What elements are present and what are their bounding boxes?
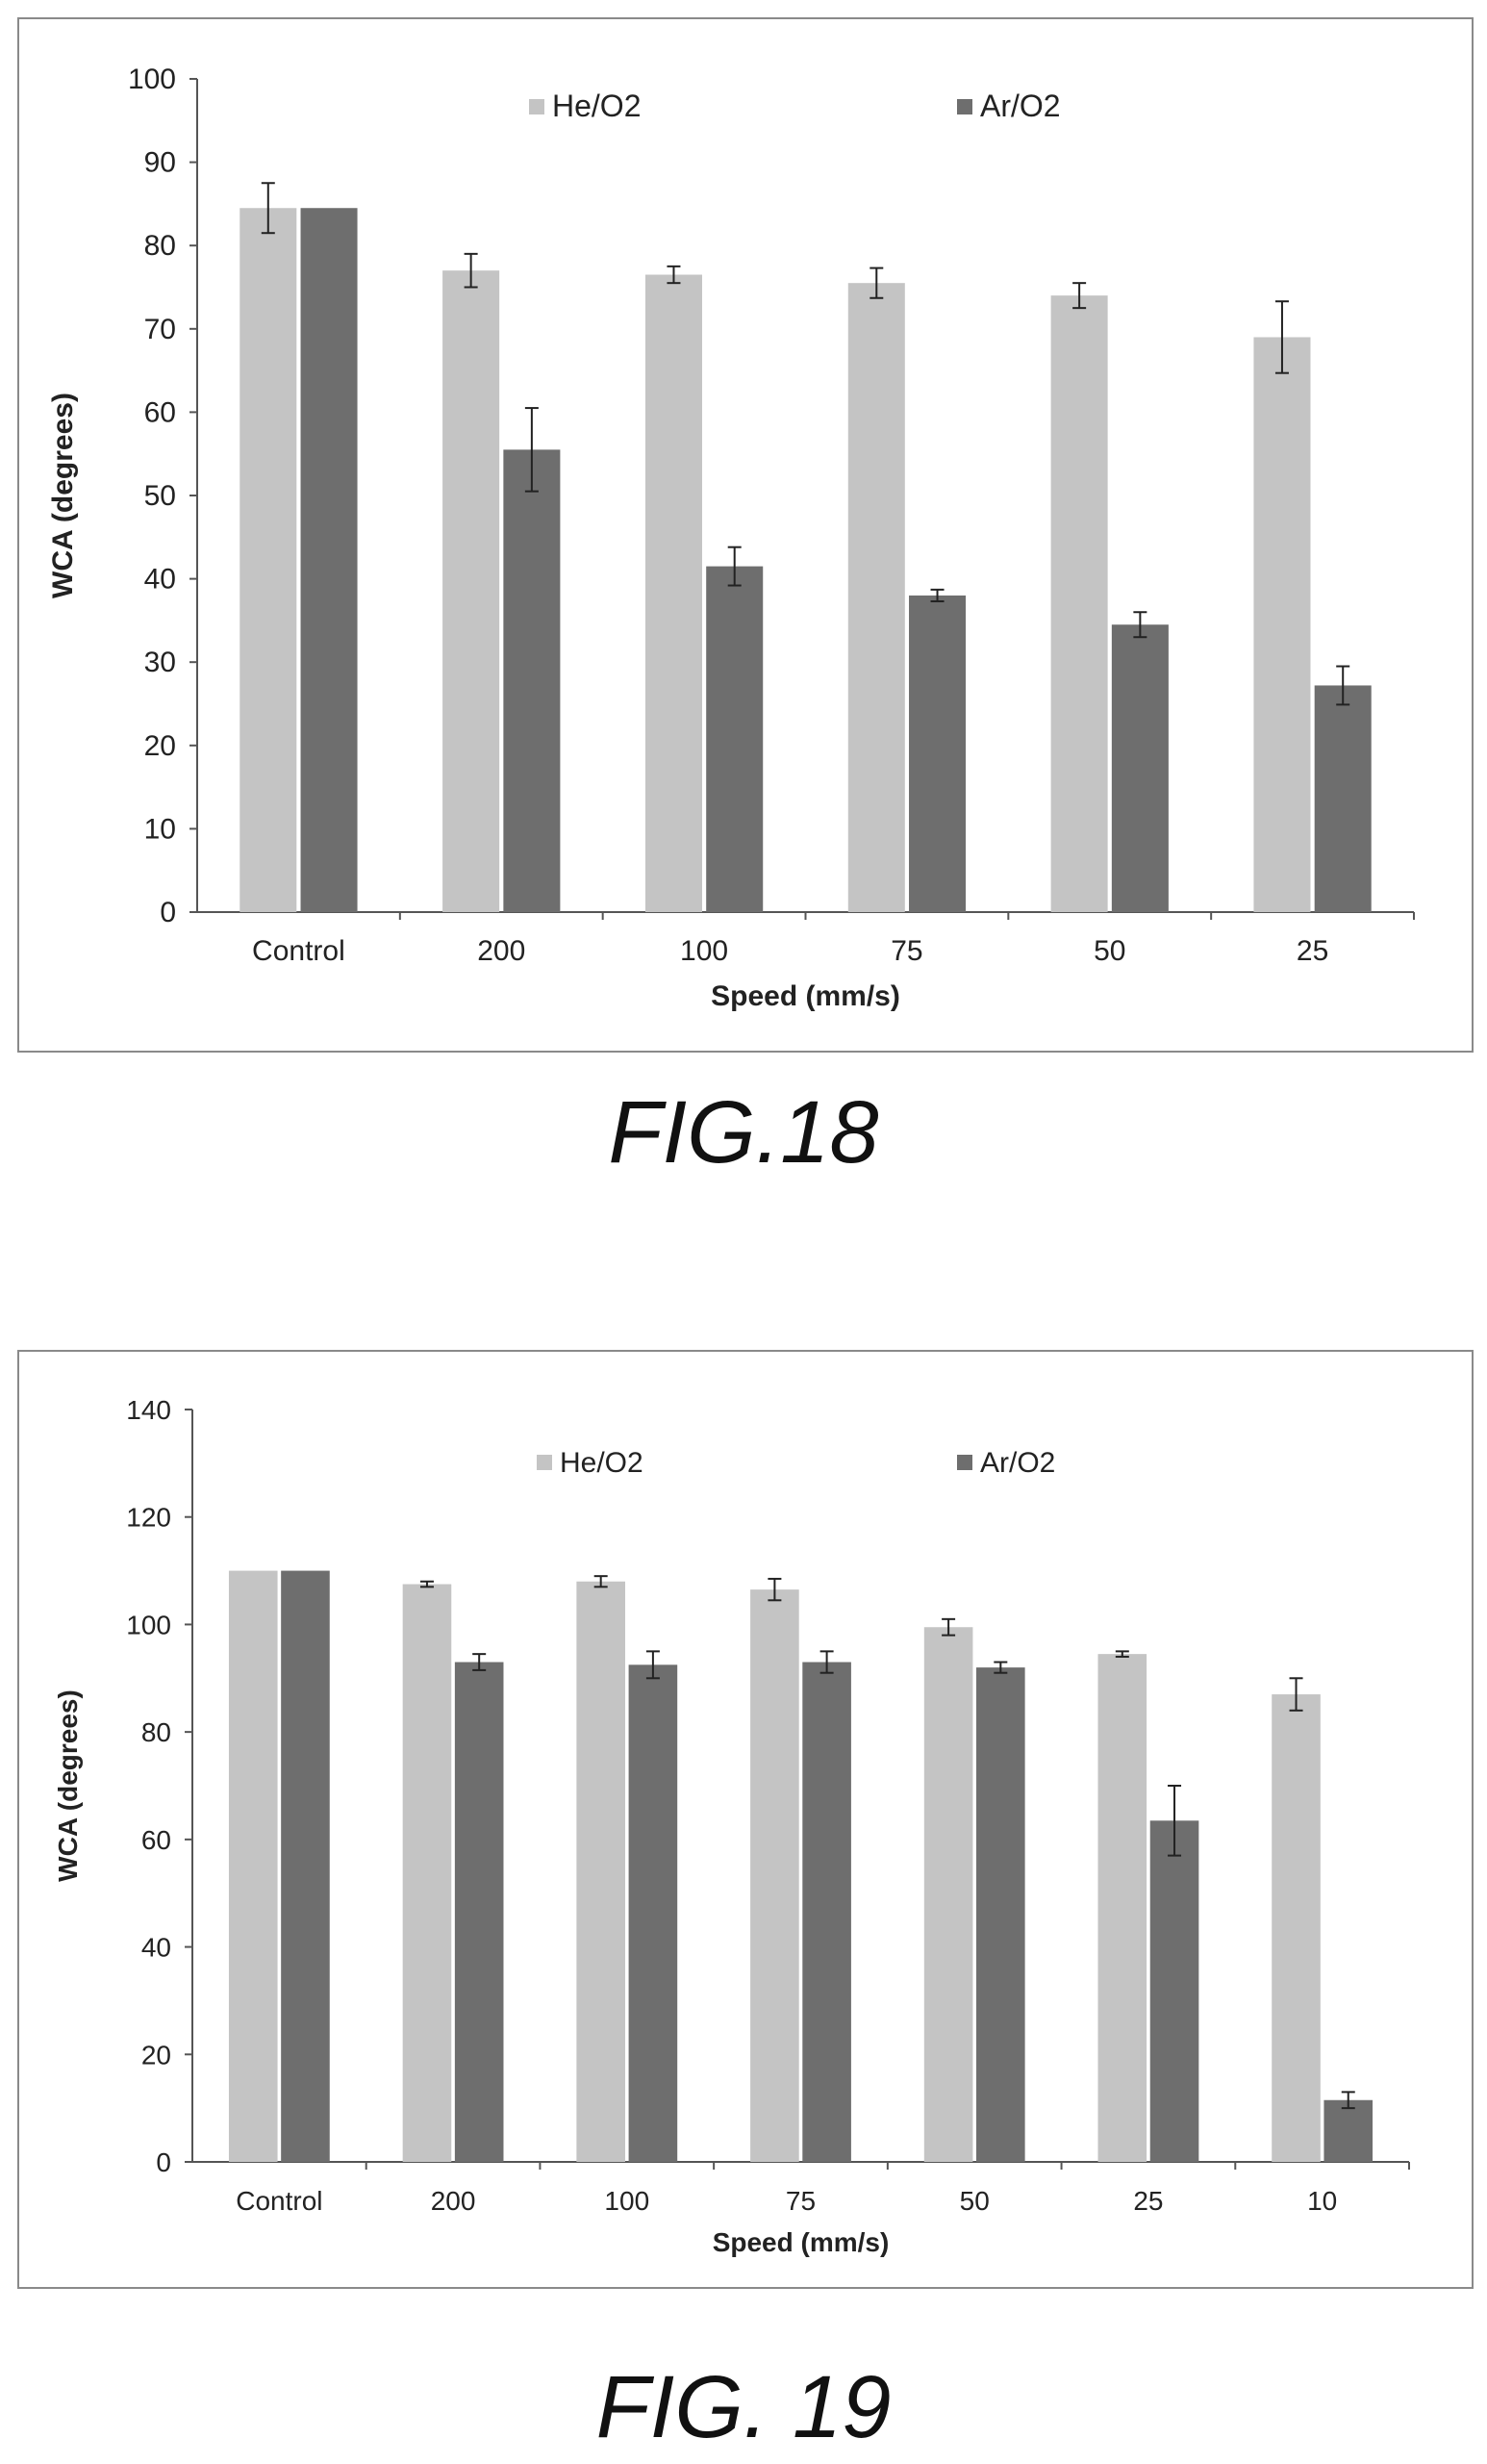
x-category-label: Control xyxy=(236,2186,322,2216)
bar-he-o2 xyxy=(923,1627,973,2162)
bar-chart-fig18: 0 10 20 30 40 50 60 70 80 90 100 Control 200 100 75 50 2… xyxy=(47,64,1415,1012)
y-tick-label: 140 xyxy=(126,1395,171,1425)
y-tick-label: 80 xyxy=(141,1717,171,1747)
y-tick-label: 70 xyxy=(144,314,176,345)
bar-he-o2 xyxy=(1272,1694,1321,2162)
bar-ar-o2 xyxy=(300,208,358,913)
bar-ar-o2 xyxy=(706,566,764,912)
legend-label-he-o2: He/O2 xyxy=(552,89,641,123)
y-tick-label: 40 xyxy=(144,564,176,596)
x-axis-title: Speed (mm/s) xyxy=(713,2227,890,2257)
y-tick-label: 20 xyxy=(141,2040,171,2070)
y-tick-label: 60 xyxy=(141,1825,171,1855)
figure-caption-fig19: FIG. 19 xyxy=(595,2358,892,2456)
bar-chart-fig19: 0 20 40 60 80 100 120 140 Control 200 100 75 50 25 10 H… xyxy=(53,1395,1410,2257)
y-tick-label: 90 xyxy=(144,147,176,179)
legend-label-ar-o2: Ar/O2 xyxy=(980,89,1061,123)
x-category-label: 100 xyxy=(680,935,728,967)
bar-he-o2 xyxy=(402,1584,452,2162)
bar-ar-o2 xyxy=(628,1664,678,2162)
y-axis-title: WCA (degrees) xyxy=(47,393,79,598)
bar-ar-o2 xyxy=(1149,1820,1199,2162)
bar-he-o2 xyxy=(750,1589,799,2162)
legend-swatch-he-o2 xyxy=(537,1455,552,1470)
bar-ar-o2 xyxy=(1111,624,1169,912)
y-axis-title: WCA (degrees) xyxy=(53,1689,83,1882)
x-axis-title: Speed (mm/s) xyxy=(711,980,900,1012)
x-category-label: 25 xyxy=(1133,2186,1163,2216)
y-tick-label: 0 xyxy=(160,897,176,928)
bar-he-o2 xyxy=(1097,1654,1147,2162)
figure-caption-fig18: FIG.18 xyxy=(608,1083,879,1181)
x-category-label: 75 xyxy=(786,2186,816,2216)
legend-label-ar-o2: Ar/O2 xyxy=(980,1447,1055,1479)
y-tick-label: 0 xyxy=(156,2147,171,2177)
y-tick-label: 100 xyxy=(126,1610,171,1639)
x-category-label: 100 xyxy=(604,2186,649,2216)
y-tick-label: 40 xyxy=(141,1933,171,1963)
y-tick-label: 20 xyxy=(144,730,176,762)
bar-ar-o2 xyxy=(1314,685,1372,912)
bar-he-o2 xyxy=(644,274,702,912)
bar-ar-o2 xyxy=(976,1667,1025,2162)
bar-ar-o2 xyxy=(909,595,967,912)
y-tick-label: 50 xyxy=(144,480,176,512)
y-tick-label: 30 xyxy=(144,647,176,678)
bar-ar-o2 xyxy=(503,449,561,912)
y-tick-label: 120 xyxy=(126,1503,171,1533)
x-category-label: Control xyxy=(252,935,345,967)
y-tick-label: 100 xyxy=(128,64,176,95)
bar-he-o2 xyxy=(1050,295,1108,912)
chart-panel-fig19: 0 20 40 60 80 100 120 140 Control 200 100 75 50 25 10 H… xyxy=(17,1350,1474,2289)
bar-he-o2 xyxy=(1253,337,1311,913)
y-tick-label: 80 xyxy=(144,230,176,262)
x-category-label: 50 xyxy=(960,2186,990,2216)
chart-panel-fig18: 0 10 20 30 40 50 60 70 80 90 100 Control 200 100 75 50 2… xyxy=(17,17,1474,1053)
bar-he-o2 xyxy=(442,270,500,912)
x-category-label: 200 xyxy=(431,2186,476,2216)
bar-ar-o2 xyxy=(802,1662,851,2162)
bar-ar-o2 xyxy=(281,1570,330,2162)
bar-he-o2 xyxy=(576,1581,625,2162)
x-category-label: 25 xyxy=(1297,935,1328,967)
bar-he-o2 xyxy=(239,208,297,913)
x-category-label: 10 xyxy=(1307,2186,1337,2216)
bar-he-o2 xyxy=(228,1570,278,2162)
bar-he-o2 xyxy=(847,283,905,912)
legend-swatch-ar-o2 xyxy=(957,1455,972,1470)
y-tick-label: 60 xyxy=(144,396,176,428)
x-category-label: 75 xyxy=(891,935,922,967)
x-category-label: 50 xyxy=(1094,935,1125,967)
legend-label-he-o2: He/O2 xyxy=(560,1447,643,1479)
x-category-label: 200 xyxy=(477,935,525,967)
bar-ar-o2 xyxy=(1323,2099,1374,2162)
bar-ar-o2 xyxy=(454,1662,504,2162)
legend-swatch-he-o2 xyxy=(529,99,544,114)
y-tick-label: 10 xyxy=(144,813,176,845)
legend-swatch-ar-o2 xyxy=(957,99,972,114)
